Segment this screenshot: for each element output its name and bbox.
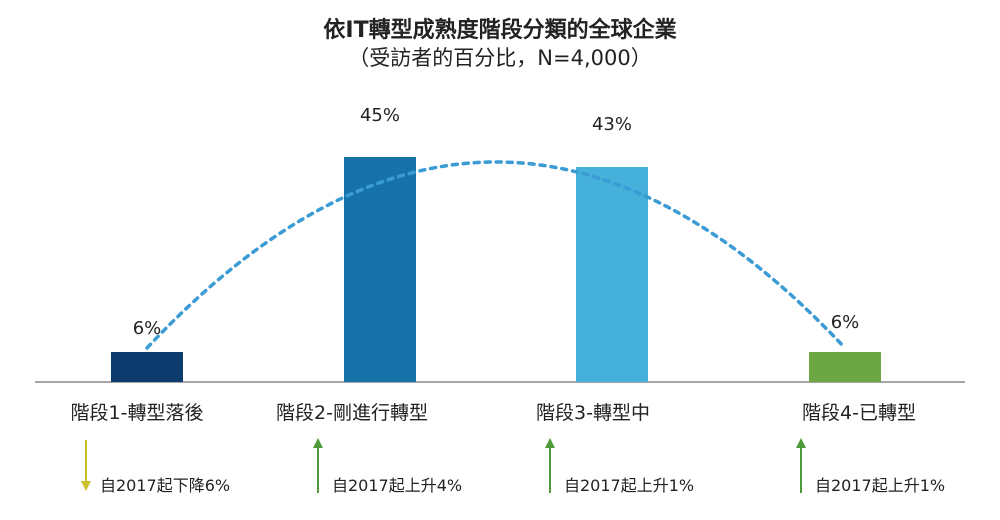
category-label-4: 階段4-已轉型 <box>802 402 916 424</box>
change-label-4: 自2017起上升1% <box>815 476 945 495</box>
chart-subtitle: （受訪者的百分比，N=4,000） <box>348 46 652 70</box>
category-label-1: 階段1-轉型落後 <box>71 402 204 424</box>
down-arrowhead-icon <box>81 481 91 491</box>
category-label-2: 階段2-剛進行轉型 <box>276 402 428 424</box>
up-arrowhead-icon <box>796 438 806 448</box>
value-label-1: 6% <box>133 318 162 339</box>
bar-3 <box>576 167 648 382</box>
category-label-3: 階段3-轉型中 <box>536 402 650 424</box>
bar-4 <box>809 352 881 382</box>
up-arrowhead-icon <box>545 438 555 448</box>
value-label-2: 45% <box>360 105 400 126</box>
change-label-2: 自2017起上升4% <box>332 476 462 495</box>
value-label-4: 6% <box>831 312 860 333</box>
up-arrowhead-icon <box>313 438 323 448</box>
change-label-3: 自2017起上升1% <box>564 476 694 495</box>
chart-title: 依IT轉型成熟度階段分類的全球企業 <box>323 18 677 43</box>
bar-1 <box>111 352 183 382</box>
bar-2 <box>344 157 416 382</box>
change-label-1: 自2017起下降6% <box>100 476 230 495</box>
value-label-3: 43% <box>592 114 632 135</box>
trend-curve <box>145 160 847 350</box>
